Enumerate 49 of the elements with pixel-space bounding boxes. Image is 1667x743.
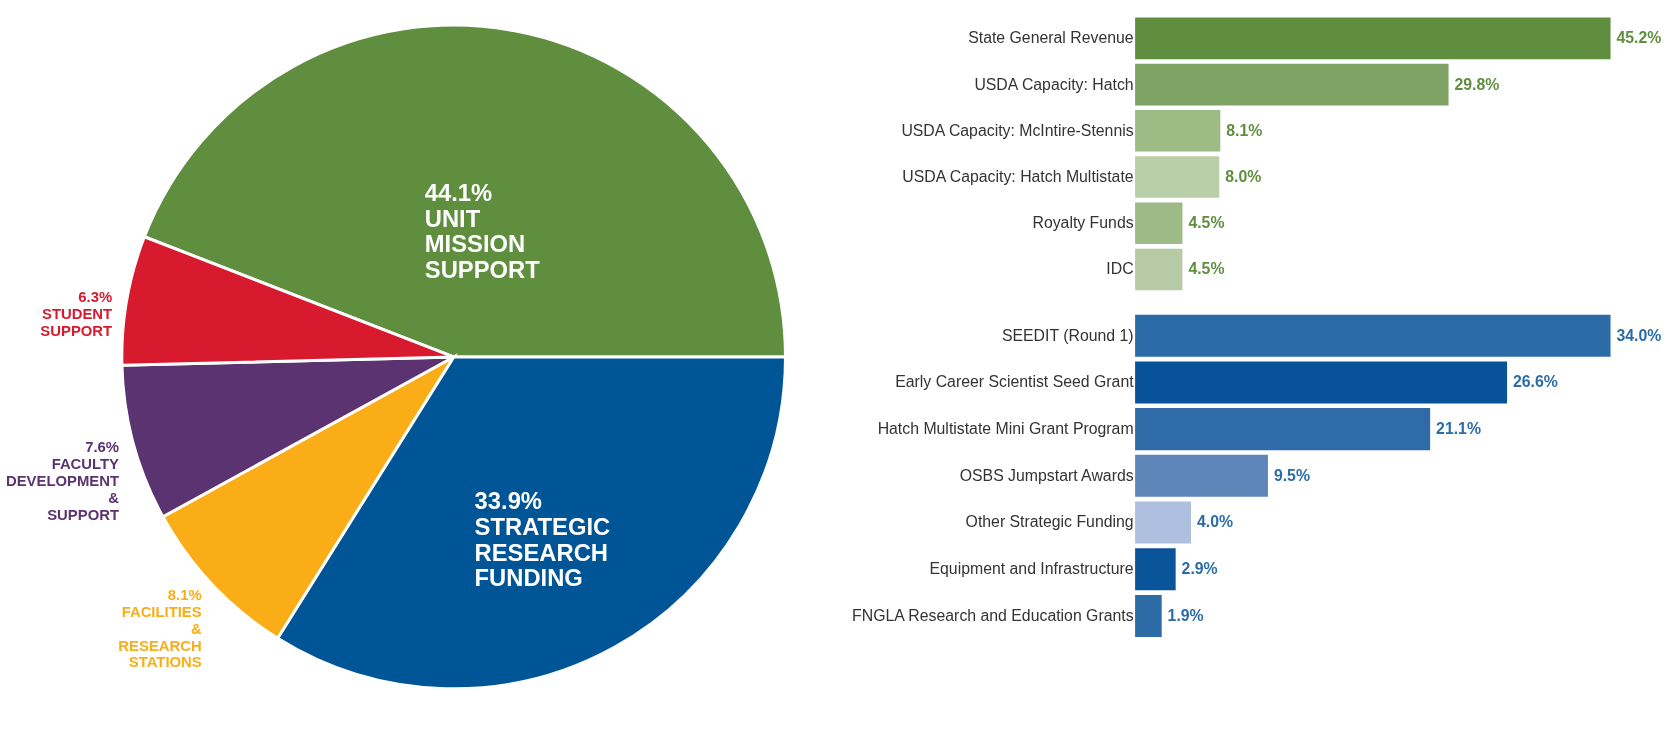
bar — [1135, 361, 1508, 404]
data-label: 2.9% — [1181, 560, 1218, 578]
bar — [1135, 454, 1268, 497]
bar — [1135, 594, 1162, 637]
bar — [1135, 17, 1611, 60]
y-tick-label: OSBS Jumpstart Awards — [959, 466, 1134, 484]
data-label: 29.8% — [1454, 75, 1500, 93]
bar — [1135, 314, 1611, 357]
data-label: 8.1% — [167, 587, 202, 604]
data-label: 45.2% — [1616, 29, 1662, 47]
slice-label: STUDENT SUPPORT — [40, 306, 113, 339]
bar — [1135, 248, 1183, 291]
data-label: 8.1% — [1226, 121, 1263, 139]
data-label: 6.3% — [78, 289, 113, 306]
slice-label: UNIT MISSION SUPPORT — [424, 204, 541, 284]
y-tick-label: Early Career Scientist Seed Grant — [895, 373, 1135, 391]
bar — [1135, 63, 1449, 106]
y-tick-label: USDA Capacity: Hatch — [974, 75, 1134, 93]
data-label: 1.9% — [1167, 606, 1204, 624]
slice-label: FACULTY DEVELOPMENT & SUPPORT — [5, 456, 120, 523]
bar — [1135, 501, 1192, 544]
bar — [1135, 408, 1431, 451]
y-tick-label: FNGLA Research and Education Grants — [852, 606, 1134, 624]
y-tick-label: Royalty Funds — [1032, 214, 1134, 232]
bar — [1135, 110, 1221, 152]
data-label: 33.9% — [474, 487, 542, 515]
data-label: 4.5% — [1188, 260, 1225, 278]
bar — [1135, 156, 1220, 198]
data-label: 9.5% — [1273, 466, 1310, 484]
y-tick-label: Other Strategic Funding — [965, 513, 1134, 531]
slice-label: STRATEGIC RESEARCH FUNDING — [474, 512, 611, 592]
data-label: 44.1% — [424, 178, 493, 206]
y-tick-label: SEEDIT (Round 1) — [1001, 326, 1134, 344]
data-label: 8.0% — [1225, 167, 1262, 185]
y-tick-label: Hatch Multistate Mini Grant Program — [877, 420, 1134, 438]
bar — [1135, 202, 1183, 245]
y-tick-label: USDA Capacity: Hatch Multistate — [902, 167, 1134, 185]
data-label: 34.0% — [1616, 326, 1662, 344]
y-tick-label: IDC — [1106, 260, 1134, 278]
data-label: 21.1% — [1436, 420, 1481, 438]
data-label: 26.6% — [1513, 373, 1558, 391]
data-label: 4.0% — [1196, 513, 1234, 531]
data-label: 7.6% — [85, 439, 119, 456]
bar — [1135, 548, 1176, 591]
data-label: 4.5% — [1188, 214, 1225, 232]
y-tick-label: Equipment and Infrastructure — [929, 560, 1134, 578]
slice-label: FACILITIES & RESEARCH STATIONS — [118, 603, 202, 671]
y-tick-label: State General Revenue — [968, 29, 1134, 47]
y-tick-label: USDA Capacity: McIntire-Stennis — [901, 121, 1134, 139]
